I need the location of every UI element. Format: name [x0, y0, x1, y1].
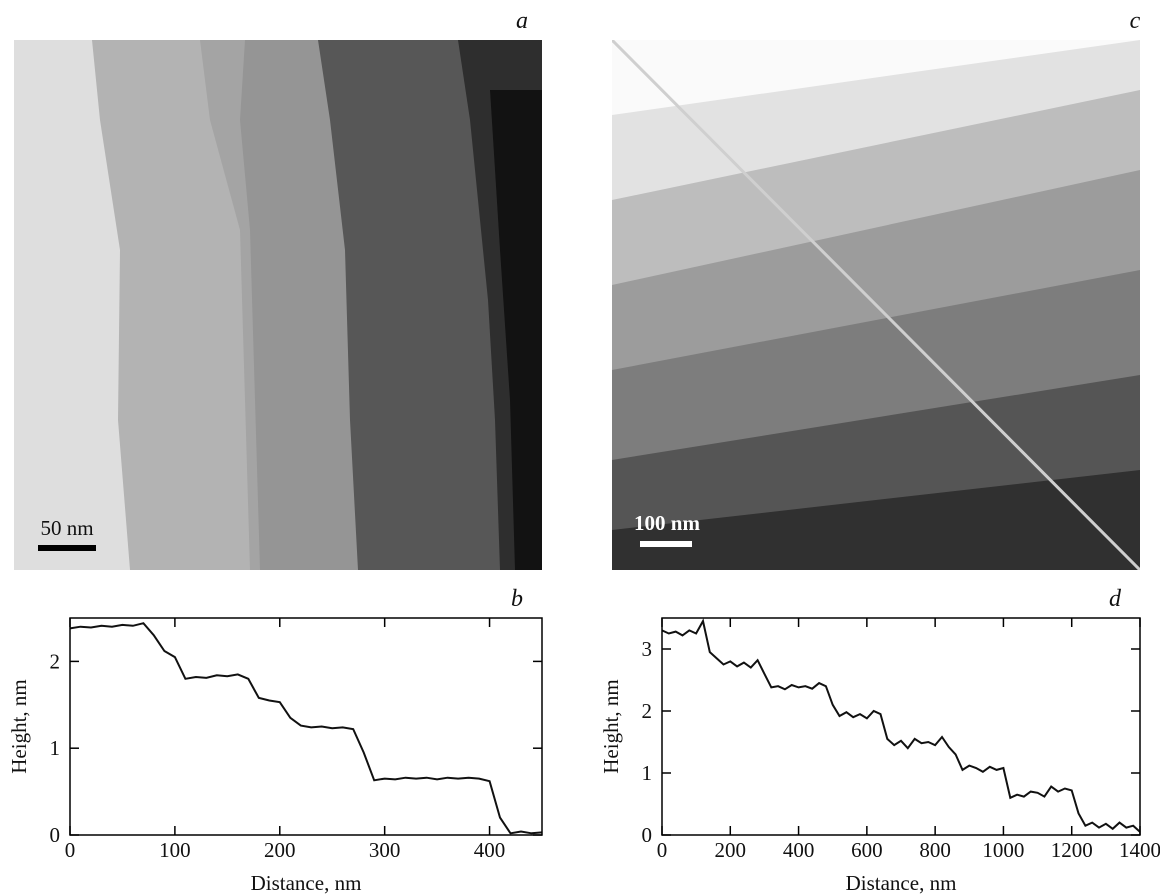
- y-tick-label: 3: [642, 637, 653, 661]
- x-tick-label: 0: [657, 838, 668, 862]
- scale-bar-label: 50 nm: [40, 516, 93, 540]
- y-tick-label: 0: [50, 823, 61, 847]
- x-tick-label: 200: [264, 838, 296, 862]
- afm-image-c: [612, 40, 1140, 570]
- x-axis-label: Distance, nm: [251, 871, 362, 895]
- x-axis-label: Distance, nm: [846, 871, 957, 895]
- x-tick-label: 800: [919, 838, 951, 862]
- y-tick-label: 2: [50, 649, 61, 673]
- profile-line: [69, 622, 543, 835]
- panel-letter: a: [516, 8, 528, 34]
- plot-frame: [69, 617, 543, 836]
- y-tick-label: 2: [642, 699, 653, 723]
- plot-frame: [661, 617, 1141, 836]
- x-tick-label: 200: [715, 838, 747, 862]
- panel-letter: b: [511, 586, 523, 612]
- panel-letter: d: [1109, 586, 1122, 612]
- x-tick-label: 300: [369, 838, 401, 862]
- x-tick-label: 1400: [1119, 838, 1160, 862]
- x-tick-label: 1000: [982, 838, 1024, 862]
- x-tick-label: 1200: [1051, 838, 1093, 862]
- x-tick-label: 100: [159, 838, 191, 862]
- afm-image-a: [14, 40, 542, 570]
- x-tick-label: 400: [474, 838, 506, 862]
- x-tick-label: 400: [783, 838, 815, 862]
- x-tick-label: 0: [65, 838, 76, 862]
- panel-letter: c: [1130, 8, 1141, 34]
- y-axis-label: Height, nm: [599, 679, 623, 774]
- x-tick-label: 600: [851, 838, 883, 862]
- scale-bar-label: 100 nm: [634, 511, 700, 535]
- y-axis-label: Height, nm: [7, 679, 31, 774]
- profile-line: [661, 618, 1141, 833]
- y-tick-label: 1: [50, 736, 61, 760]
- y-tick-label: 1: [642, 761, 653, 785]
- y-tick-label: 0: [642, 823, 653, 847]
